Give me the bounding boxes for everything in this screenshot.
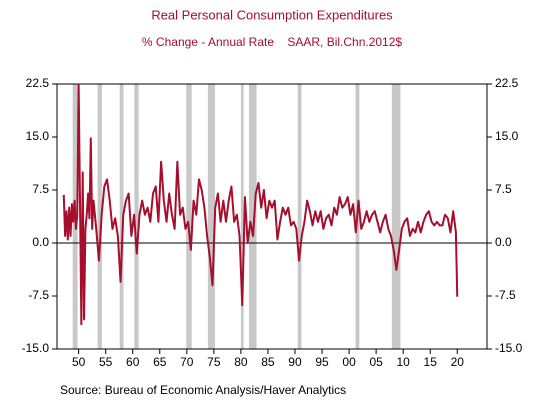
- recession-band: [134, 84, 139, 349]
- chart-subtitle: % Change - Annual Rate SAAR, Bil.Chn.201…: [142, 35, 402, 49]
- recession-band: [186, 84, 192, 349]
- recession-band: [391, 84, 401, 349]
- y2-tick-label: -15.0: [495, 341, 523, 355]
- y-tick-label: -7.5: [28, 288, 49, 302]
- x-tick-label: 00: [342, 355, 356, 369]
- y2-tick-label: 15.0: [495, 129, 519, 143]
- x-tick-label: 15: [424, 355, 438, 369]
- x-tick-label: 70: [180, 355, 194, 369]
- recession-band: [240, 84, 244, 349]
- x-tick-label: 80: [234, 355, 248, 369]
- x-tick-label: 05: [369, 355, 383, 369]
- x-tick-label: 55: [99, 355, 113, 369]
- source-note: Source: Bureau of Economic Analysis/Have…: [60, 383, 346, 397]
- x-tick-label: 95: [315, 355, 329, 369]
- recession-band: [249, 84, 257, 349]
- y2-tick-label: 0.0: [495, 235, 512, 249]
- data-line: [62, 83, 459, 326]
- recession-band: [297, 84, 302, 349]
- x-tick-label: 60: [126, 355, 140, 369]
- chart-title: Real Personal Consumption Expenditures: [151, 7, 393, 22]
- x-tick-label: 65: [153, 355, 167, 369]
- recession-band: [207, 84, 215, 349]
- plot-frame: [56, 83, 488, 350]
- y2-tick-label: 22.5: [495, 76, 519, 90]
- y2-tick-label: 7.5: [495, 182, 512, 196]
- y-tick-label: 15.0: [26, 129, 50, 143]
- y-tick-label: 22.5: [26, 76, 50, 90]
- y-tick-label: 7.5: [32, 182, 49, 196]
- x-tick-label: 85: [261, 355, 275, 369]
- x-tick-label: 50: [72, 355, 86, 369]
- x-tick-label: 90: [288, 355, 302, 369]
- y2-tick-label: -7.5: [495, 288, 516, 302]
- x-tick-label: 75: [207, 355, 221, 369]
- y-tick-label: -15.0: [22, 341, 50, 355]
- recession-band: [97, 84, 102, 349]
- x-tick-label: 10: [396, 355, 410, 369]
- x-tick-label: 20: [451, 355, 465, 369]
- y-tick-label: 0.0: [32, 235, 49, 249]
- recession-band: [119, 84, 124, 349]
